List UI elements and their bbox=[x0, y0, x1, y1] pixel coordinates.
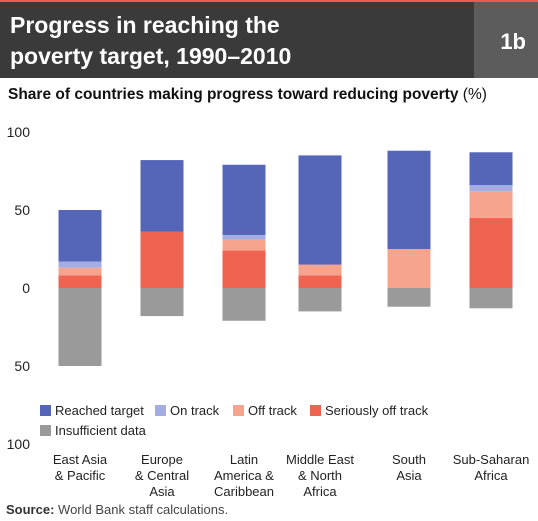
x-category-label: South bbox=[392, 452, 426, 467]
bar-off-track bbox=[387, 249, 431, 288]
legend-label-on-track: On track bbox=[170, 403, 220, 418]
x-category-label: Asia bbox=[396, 468, 422, 483]
title-line-2: poverty target, 1990–2010 bbox=[10, 43, 292, 69]
x-category-label: & North bbox=[298, 468, 342, 483]
legend-swatch-off-track bbox=[233, 405, 244, 416]
bar-seriously-off-track bbox=[140, 231, 184, 288]
header-bar: Progress in reaching the poverty target,… bbox=[0, 2, 538, 78]
x-category-label: America & bbox=[214, 468, 274, 483]
bar-insufficient-data bbox=[469, 288, 513, 309]
figure-number: 1b bbox=[500, 29, 526, 54]
x-category-label: Asia bbox=[149, 484, 175, 499]
legend-label-seriously-off-track: Seriously off track bbox=[325, 403, 429, 418]
source-text: World Bank staff calculations. bbox=[58, 502, 229, 517]
x-category-label: Middle East bbox=[286, 452, 354, 467]
page-title: Progress in reaching the poverty target,… bbox=[10, 10, 440, 72]
bar-seriously-off-track bbox=[469, 217, 513, 288]
x-category-label: Latin bbox=[230, 452, 258, 467]
header-accent-line bbox=[0, 0, 538, 2]
x-category-label: East Asia bbox=[53, 452, 108, 467]
legend-swatch-reached-target bbox=[40, 405, 51, 416]
bar-on-track bbox=[58, 261, 102, 268]
bar-insufficient-data bbox=[298, 288, 342, 312]
bar-insufficient-data bbox=[58, 288, 102, 366]
y-tick-label: 50 bbox=[14, 358, 30, 374]
bar-insufficient-data bbox=[140, 288, 184, 317]
legend-swatch-seriously-off-track bbox=[310, 405, 321, 416]
legend-label-reached-target: Reached target bbox=[55, 403, 144, 418]
bar-off-track bbox=[58, 267, 102, 276]
x-category-label: Africa bbox=[474, 468, 508, 483]
bar-on-track bbox=[469, 185, 513, 192]
bar-seriously-off-track bbox=[222, 250, 266, 288]
y-tick-label: 100 bbox=[7, 436, 31, 452]
bar-reached-target bbox=[58, 210, 102, 262]
x-category-label: Sub-Saharan bbox=[453, 452, 530, 467]
legend-swatch-on-track bbox=[155, 405, 166, 416]
source-label: Source: bbox=[6, 502, 55, 517]
bar-seriously-off-track bbox=[58, 275, 102, 288]
bar-reached-target bbox=[469, 152, 513, 186]
source-note: Source: World Bank staff calculations. bbox=[6, 502, 228, 517]
x-category-label: Europe bbox=[141, 452, 183, 467]
bar-off-track bbox=[222, 239, 266, 251]
bar-insufficient-data bbox=[387, 288, 431, 307]
bar-on-track bbox=[222, 234, 266, 240]
subtitle-text: Share of countries making progress towar… bbox=[8, 86, 459, 103]
subtitle-unit: (%) bbox=[462, 86, 487, 103]
x-category-label: & Central bbox=[135, 468, 189, 483]
legend-label-insufficient-data: Insufficient data bbox=[55, 423, 147, 438]
bar-seriously-off-track bbox=[298, 275, 342, 288]
legend-label-off-track: Off track bbox=[248, 403, 297, 418]
figure-number-badge: 1b bbox=[474, 2, 538, 78]
y-tick-label: 50 bbox=[14, 202, 30, 218]
title-line-1: Progress in reaching the bbox=[10, 12, 280, 38]
bar-insufficient-data bbox=[222, 288, 266, 321]
bar-reached-target bbox=[140, 160, 184, 232]
x-category-label: Africa bbox=[303, 484, 337, 499]
bar-off-track bbox=[298, 264, 342, 276]
y-tick-label: 0 bbox=[22, 280, 30, 296]
bar-reached-target bbox=[298, 155, 342, 265]
y-tick-label: 100 bbox=[7, 124, 31, 140]
x-category-label: Caribbean bbox=[214, 484, 274, 499]
bar-reached-target bbox=[387, 150, 431, 249]
chart-subtitle: Share of countries making progress towar… bbox=[8, 86, 487, 104]
bar-reached-target bbox=[222, 164, 266, 235]
x-category-label: & Pacific bbox=[55, 468, 106, 483]
legend-swatch-insufficient-data bbox=[40, 425, 51, 436]
bar-off-track bbox=[469, 191, 513, 218]
